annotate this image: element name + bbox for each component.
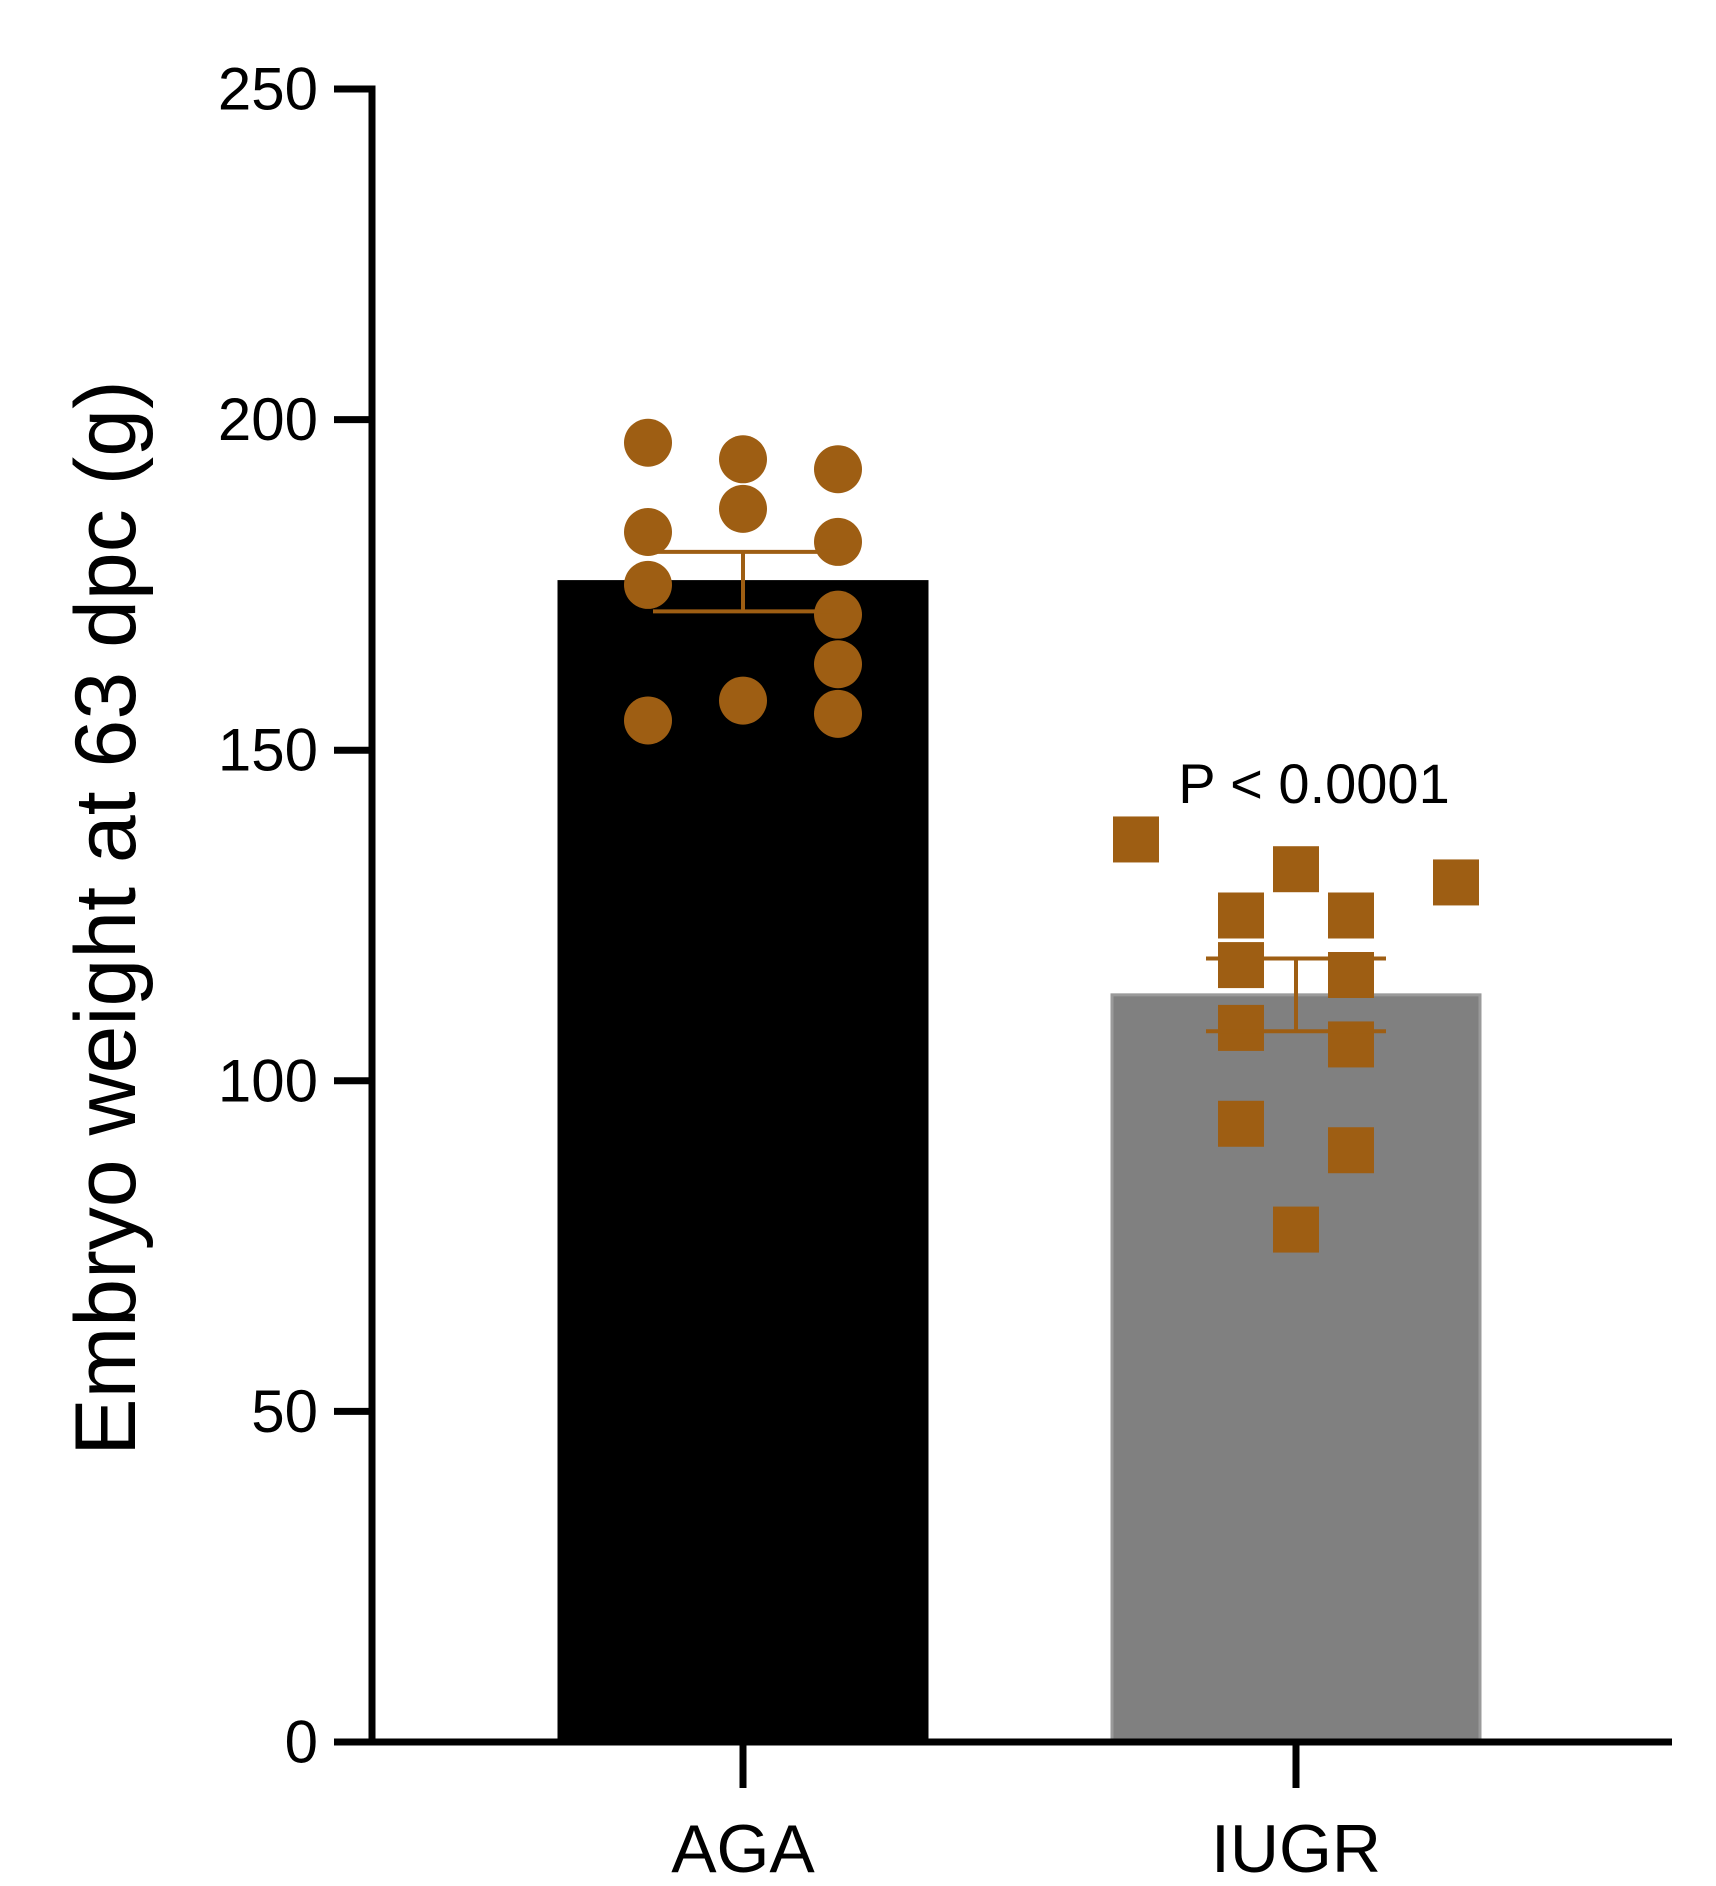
point-aga-10 bbox=[719, 676, 767, 725]
point-iugr-5 bbox=[1218, 892, 1264, 939]
point-aga-9 bbox=[814, 640, 862, 689]
point-iugr-3 bbox=[1433, 859, 1479, 906]
point-iugr-2 bbox=[1273, 846, 1319, 893]
point-aga-11 bbox=[814, 689, 862, 738]
bar-iugr bbox=[1110, 993, 1482, 1744]
point-aga-5 bbox=[624, 508, 672, 557]
point-aga-6 bbox=[814, 517, 862, 566]
point-aga-12 bbox=[624, 696, 672, 745]
point-iugr-4 bbox=[1328, 892, 1374, 939]
y-tick-label-150: 150 bbox=[218, 717, 318, 784]
y-tick-label-200: 200 bbox=[218, 386, 318, 453]
point-iugr-12 bbox=[1273, 1206, 1319, 1253]
point-iugr-1 bbox=[1113, 816, 1159, 863]
point-aga-2 bbox=[719, 435, 767, 484]
bars bbox=[557, 580, 1482, 1744]
error-bars bbox=[653, 549, 1386, 1034]
point-aga-8 bbox=[814, 590, 862, 639]
x-ticks: AGA IUGR bbox=[671, 1742, 1381, 1886]
point-iugr-10 bbox=[1218, 1100, 1264, 1147]
annotation-p-value: P < 0.0001 bbox=[1178, 752, 1449, 815]
point-aga-1 bbox=[624, 418, 672, 467]
x-tick-label-iugr: IUGR bbox=[1211, 1811, 1381, 1886]
y-tick-label-100: 100 bbox=[218, 1047, 318, 1114]
point-aga-3 bbox=[814, 445, 862, 494]
point-aga-7 bbox=[624, 560, 672, 609]
point-iugr-11 bbox=[1328, 1127, 1374, 1174]
y-tick-label-0: 0 bbox=[285, 1709, 318, 1776]
point-iugr-9 bbox=[1328, 1021, 1374, 1068]
x-tick-label-aga: AGA bbox=[671, 1811, 815, 1886]
y-ticks: 0 50 100 150 200 250 bbox=[218, 56, 372, 1776]
annotations: P < 0.0001 bbox=[1178, 752, 1449, 815]
y-axis-title: Embryo weight at 63 dpc (g) bbox=[58, 380, 154, 1456]
y-tick-label-250: 250 bbox=[218, 56, 318, 123]
point-aga-4 bbox=[719, 484, 767, 533]
data-points bbox=[624, 418, 1479, 1253]
bar-aga bbox=[557, 580, 929, 1744]
axes bbox=[368, 85, 1672, 1746]
point-iugr-8 bbox=[1218, 1004, 1264, 1051]
y-tick-label-50: 50 bbox=[251, 1378, 318, 1445]
point-iugr-6 bbox=[1218, 942, 1264, 989]
